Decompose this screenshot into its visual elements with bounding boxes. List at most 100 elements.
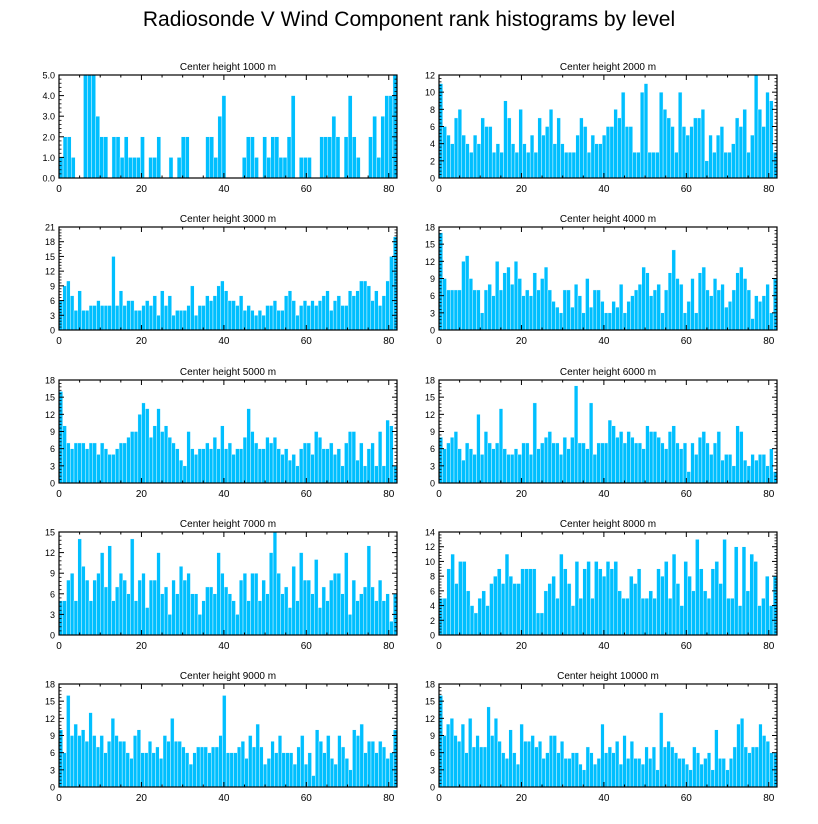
histogram-bar: [366, 545, 371, 636]
histogram-bar: [367, 741, 372, 788]
y-tick-label: 8: [430, 572, 435, 582]
histogram-bar: [266, 157, 271, 179]
histogram-bar: [600, 723, 605, 788]
histogram-bar: [765, 91, 770, 179]
histogram-bar: [761, 454, 766, 484]
y-tick-label: 15: [425, 697, 435, 707]
histogram-bar: [643, 83, 649, 179]
histogram-bar: [385, 593, 390, 636]
histogram-bar: [589, 306, 594, 331]
histogram-bar: [370, 300, 375, 331]
histogram-bar: [216, 285, 221, 331]
panel-title: Center height 8000 m: [560, 519, 656, 530]
histogram-bar: [528, 295, 534, 331]
histogram-bar: [712, 152, 717, 179]
y-tick-label: 9: [50, 427, 55, 437]
histogram-bar: [709, 295, 714, 331]
histogram-bar: [385, 419, 390, 484]
histogram-bar: [724, 454, 729, 484]
histogram-bar: [498, 408, 504, 484]
histogram-bar: [278, 157, 284, 179]
histogram-bar: [690, 442, 695, 484]
histogram-bar: [182, 465, 187, 484]
histogram-bar: [119, 157, 125, 179]
histogram-bar: [724, 306, 729, 331]
histogram-bar: [686, 471, 691, 484]
histogram-bar: [622, 442, 627, 484]
histogram-bar: [186, 305, 191, 331]
histogram-bar: [619, 284, 624, 331]
histogram-bar: [641, 448, 646, 484]
histogram-bar: [92, 579, 97, 636]
histogram-bar: [329, 442, 334, 484]
histogram-bar: [81, 566, 86, 636]
histogram-bar: [336, 295, 341, 331]
histogram-bar: [525, 289, 530, 331]
histogram-bar: [140, 136, 145, 179]
y-tick-label: 3: [50, 461, 55, 471]
histogram-bar: [205, 442, 210, 484]
histogram-bar: [532, 568, 537, 636]
histogram-bar: [540, 442, 545, 484]
histogram-bar: [679, 448, 684, 484]
y-tick-label: 0: [50, 479, 55, 489]
histogram-bar: [490, 735, 495, 788]
histogram-bar: [671, 425, 676, 484]
histogram-bar: [190, 448, 195, 484]
histogram-bar: [186, 573, 191, 636]
histogram-bar: [156, 552, 161, 636]
histogram-bar: [287, 607, 293, 636]
histogram-bar: [224, 586, 229, 636]
histogram-bar: [91, 74, 96, 179]
histogram-bar: [540, 278, 545, 331]
histogram-bar: [262, 136, 267, 179]
histogram-bar: [141, 402, 146, 484]
histogram-bar: [607, 746, 612, 788]
x-tick-label: 0: [436, 336, 442, 347]
histogram-bar: [269, 552, 274, 636]
histogram-bar: [740, 718, 745, 788]
histogram-bar: [761, 295, 766, 331]
histogram-bar: [667, 431, 673, 484]
histogram-bar: [598, 143, 603, 179]
x-tick-label: 40: [218, 641, 230, 652]
histogram-bar: [227, 300, 232, 331]
histogram-bar: [471, 746, 476, 788]
histogram-bar: [95, 746, 101, 788]
histogram-bar: [205, 295, 210, 331]
histogram-bar: [585, 448, 590, 484]
histogram-bar: [678, 91, 683, 179]
histogram-bar: [319, 136, 324, 179]
y-tick-label: 6: [430, 444, 435, 454]
histogram-bar: [538, 741, 543, 788]
histogram-bar: [512, 752, 517, 788]
histogram-bar: [590, 134, 595, 179]
panel-title: Center height 5000 m: [180, 367, 276, 378]
histogram-bar: [629, 575, 634, 636]
plot-frame: [58, 531, 398, 636]
histogram-bar: [750, 318, 755, 331]
histogram-bar: [647, 152, 652, 179]
histogram-bar: [282, 157, 288, 179]
histogram-bar: [128, 157, 133, 179]
histogram-bar: [314, 305, 319, 331]
histogram-bar: [178, 310, 184, 331]
histogram-bar: [524, 568, 529, 636]
histogram-bar: [532, 402, 537, 484]
histogram-bar: [579, 117, 584, 179]
histogram-bar: [704, 160, 709, 179]
histogram-bar: [272, 437, 278, 484]
x-tick-label: 20: [136, 336, 148, 347]
histogram-bar: [651, 152, 656, 179]
y-tick-label: 12: [425, 257, 435, 267]
histogram-bar: [450, 289, 455, 331]
histogram-bar: [392, 74, 398, 179]
histogram-bar: [581, 312, 586, 331]
histogram-bar: [336, 573, 341, 636]
histogram-bar: [201, 305, 206, 331]
histogram-bar: [510, 143, 516, 179]
histogram-bar: [666, 741, 671, 788]
histogram-bar: [163, 305, 169, 331]
histogram-bar: [250, 431, 255, 484]
histogram-bar: [726, 598, 731, 636]
